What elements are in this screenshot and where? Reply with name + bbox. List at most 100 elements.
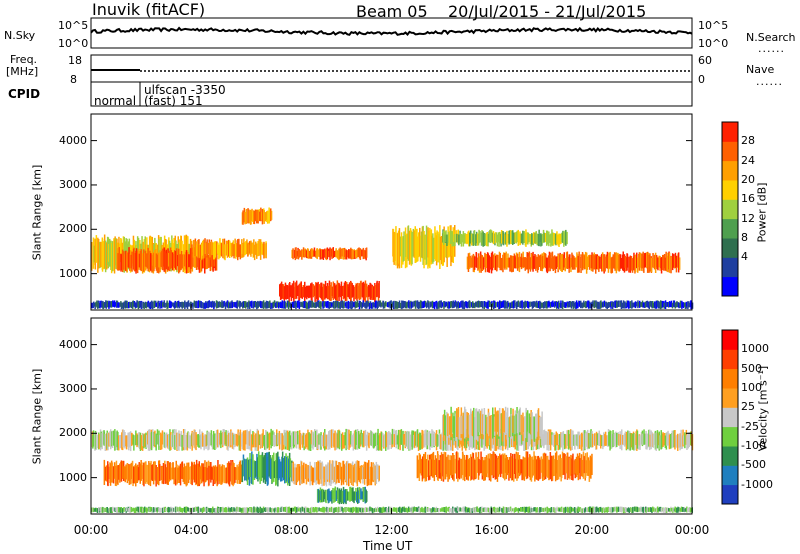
heatmap-cell — [214, 433, 216, 450]
heatmap-cell — [433, 459, 436, 482]
heatmap-cell — [165, 467, 168, 484]
heatmap-cell — [503, 300, 505, 308]
heatmap-cell — [204, 434, 206, 447]
heatmap-cell — [197, 253, 200, 270]
heatmap-cell — [293, 286, 295, 302]
heatmap-cell — [211, 253, 213, 271]
heatmap-cell — [246, 429, 248, 450]
heatmap-cell — [195, 434, 198, 445]
heatmap-cell — [454, 234, 456, 246]
heatmap-cell — [428, 302, 430, 309]
heatmap-cell — [182, 467, 184, 482]
heatmap-cell — [418, 432, 421, 450]
heatmap-cell — [249, 301, 251, 309]
heatmap-cell — [141, 506, 143, 513]
heatmap-cell — [560, 254, 562, 271]
heatmap-cell — [499, 453, 501, 475]
heatmap-cell — [373, 434, 376, 448]
heatmap-cell — [380, 507, 382, 513]
heatmap-cell — [130, 462, 133, 480]
heatmap-cell — [347, 300, 350, 309]
heatmap-cell — [176, 432, 178, 451]
heatmap-cell — [601, 252, 604, 272]
heatmap-cell — [607, 302, 610, 308]
heatmap-cell — [419, 454, 421, 474]
heatmap-cell — [128, 507, 130, 513]
heatmap-cell — [542, 229, 545, 243]
heatmap-cell — [461, 507, 463, 512]
heatmap-cell — [622, 251, 624, 271]
heatmap-cell — [202, 432, 204, 447]
heatmap-cell — [566, 430, 568, 446]
heatmap-cell — [511, 508, 514, 512]
heatmap-cell — [666, 432, 668, 446]
heatmap-cell — [282, 284, 285, 299]
heatmap-cell — [511, 255, 513, 273]
heatmap-cell — [238, 300, 240, 307]
heatmap-cell — [343, 282, 346, 299]
heatmap-cell — [383, 507, 385, 513]
heatmap-cell — [251, 208, 253, 222]
heatmap-cell — [375, 508, 378, 512]
heatmap-cell — [494, 255, 497, 271]
heatmap-cell — [395, 226, 397, 266]
heatmap-cell — [613, 433, 615, 447]
heatmap-cell — [364, 486, 366, 504]
heatmap-cell — [145, 507, 147, 512]
heatmap-cell — [222, 508, 225, 512]
heatmap-cell — [444, 231, 446, 258]
heatmap-cell — [542, 302, 545, 309]
colorbar-swatch — [722, 160, 738, 181]
heatmap-cell — [334, 460, 337, 485]
heatmap-cell — [435, 506, 438, 512]
heatmap-cell — [247, 431, 249, 445]
heatmap-cell — [684, 302, 687, 309]
heatmap-cell — [431, 453, 434, 478]
heatmap-cell — [107, 508, 109, 513]
heatmap-cell — [185, 435, 188, 450]
heatmap-cell — [689, 302, 691, 308]
heatmap-cell — [358, 283, 361, 301]
heatmap-cell — [361, 465, 363, 480]
heatmap-cell — [252, 211, 254, 222]
heatmap-cell — [255, 241, 257, 255]
heatmap-cell — [474, 417, 476, 440]
heatmap-cell — [539, 417, 541, 437]
heatmap-cell — [184, 507, 186, 513]
heatmap-cell — [506, 230, 508, 247]
heatmap-cell — [299, 507, 301, 512]
heatmap-cell — [228, 433, 230, 447]
heatmap-cell — [349, 302, 351, 309]
heatmap-cell — [109, 507, 111, 513]
heatmap-cell — [378, 465, 380, 481]
heatmap-cell — [259, 506, 261, 514]
heatmap-cell — [273, 461, 276, 479]
heatmap-cell — [547, 301, 549, 308]
heatmap-cell — [434, 508, 436, 513]
heatmap-cell — [555, 507, 557, 513]
heatmap-cell — [272, 508, 275, 512]
heatmap-cell — [605, 254, 608, 269]
heatmap-cell — [219, 507, 222, 513]
heatmap-cell — [161, 430, 164, 445]
heatmap-cell — [293, 301, 296, 308]
heatmap-cell — [189, 507, 192, 512]
heatmap-cell — [659, 435, 661, 450]
heatmap-cell — [574, 434, 576, 450]
heatmap-cell — [576, 434, 578, 447]
heatmap-cell — [382, 506, 385, 513]
heatmap-cell — [173, 250, 176, 268]
heatmap-cell — [143, 434, 145, 449]
heatmap-cell — [295, 280, 298, 299]
heatmap-cell — [442, 415, 444, 438]
heatmap-cell — [552, 256, 554, 271]
heatmap-cell — [513, 508, 516, 513]
heatmap-cell — [345, 428, 347, 451]
heatmap-cell — [350, 507, 352, 513]
heatmap-cell — [444, 507, 446, 512]
heatmap-cell — [608, 252, 610, 270]
heatmap-cell — [133, 466, 135, 484]
heatmap-cell — [237, 466, 239, 484]
heatmap-cell — [411, 430, 413, 450]
heatmap-cell — [530, 301, 533, 307]
